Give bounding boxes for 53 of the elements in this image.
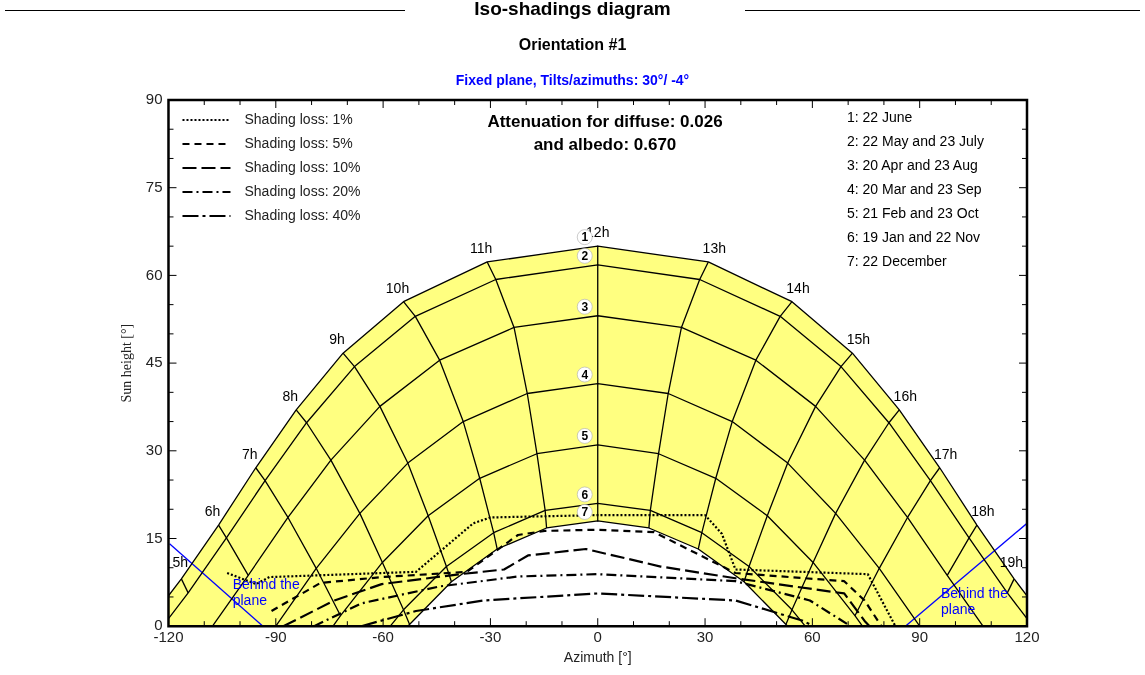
- annotation: 16h: [893, 387, 917, 404]
- annotation: 5: 21 Feb and 23 Oct: [847, 204, 980, 223]
- annotation: 3: [581, 300, 589, 315]
- annotation: Attenuation for diffuse: 0.026: [486, 111, 724, 133]
- annotation: 7h: [241, 445, 258, 462]
- x-tick-label: 90: [911, 628, 929, 646]
- x-tick-label: -60: [372, 628, 394, 646]
- annotation: 5h: [172, 553, 189, 570]
- annotation: 4: [581, 367, 589, 382]
- legend-label: Shading loss: 1%: [244, 110, 353, 127]
- legend-label: Shading loss: 20%: [244, 182, 361, 199]
- annotation: 5: [581, 429, 589, 444]
- x-tick-label: 60: [804, 628, 821, 646]
- annotation: 15h: [846, 331, 871, 348]
- annotation: 4: 20 Mar and 23 Sep: [847, 180, 983, 199]
- annotation: 8h: [282, 387, 298, 404]
- annotation: 7: 22 December: [847, 252, 948, 271]
- y-tick-label: 30: [145, 440, 163, 458]
- annotation: 17h: [934, 445, 958, 462]
- annotation: 18h: [971, 502, 995, 519]
- annotation: 13h: [702, 239, 726, 256]
- y-tick-label: 90: [145, 90, 163, 108]
- y-tick-label: 45: [145, 353, 163, 371]
- legend-label: Shading loss: 5%: [244, 134, 353, 151]
- annotation: 3: 20 Apr and 23 Aug: [847, 156, 979, 175]
- annotation: 2: 22 May and 23 July: [847, 132, 984, 151]
- text: Fixed plane, Tilts/azimuths: 30°/ -4°: [454, 72, 691, 88]
- x-tick-label: 120: [1014, 628, 1040, 646]
- annotation: 10h: [385, 279, 410, 296]
- annotation: 7: [581, 505, 589, 520]
- annotation: 1: [581, 230, 589, 245]
- annotation: 2: [581, 249, 589, 264]
- legend-label: Shading loss: 10%: [244, 158, 361, 175]
- annotation: 11h: [470, 239, 493, 256]
- x-axis-title: Azimuth [°]: [563, 649, 632, 666]
- annotation: 6: 19 Jan and 22 Nov: [847, 228, 982, 247]
- legend-label: Shading loss: 40%: [244, 206, 361, 223]
- chart-title: Iso-shadings diagram: [466, 0, 679, 19]
- x-tick-label: 0: [593, 628, 602, 646]
- annotation: 6: [581, 487, 589, 502]
- chart-subtitle: Orientation #1: [517, 36, 628, 54]
- annotation: 9h: [329, 331, 345, 348]
- x-tick-label: 30: [696, 628, 714, 646]
- y-tick-label: 60: [145, 265, 163, 283]
- annotation: 1: 22 June: [847, 108, 914, 127]
- x-tick-label: -30: [479, 628, 502, 646]
- y-axis-title: Sun height [°]: [119, 323, 135, 403]
- annotation: and albedo: 0.670: [532, 134, 678, 156]
- annotation: 6h: [204, 502, 221, 519]
- y-tick-label: 15: [145, 528, 163, 546]
- y-tick-label: 75: [145, 177, 163, 195]
- x-tick-label: -90: [264, 628, 287, 646]
- annotation: 14h: [786, 279, 810, 296]
